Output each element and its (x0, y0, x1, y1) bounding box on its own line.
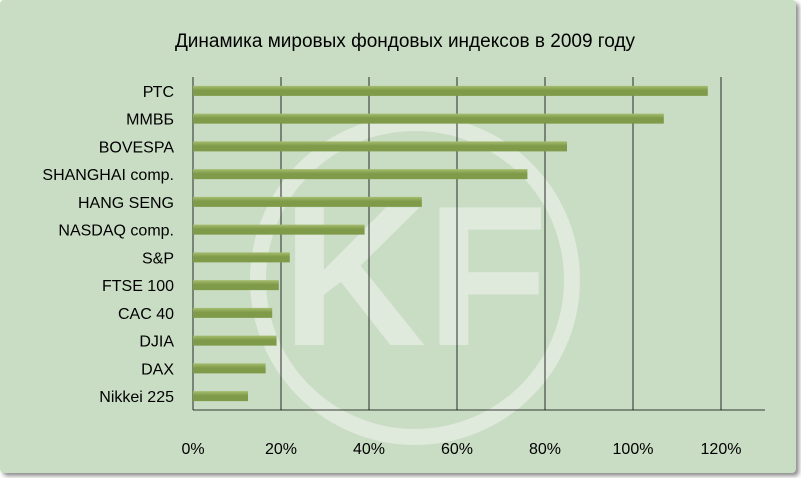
gridlines (192, 77, 765, 411)
bar (193, 252, 290, 263)
bar (193, 280, 279, 291)
bar (193, 335, 277, 346)
category-labels: РТС ММВБ BOVESPA SHANGHAI comp. HANG SENG NAS… (42, 84, 174, 406)
category-label: CAC 40 (118, 306, 174, 323)
category-label: РТС (143, 84, 174, 101)
category-label: BOVESPA (99, 139, 175, 156)
category-label: NASDAQ comp. (58, 223, 174, 240)
x-tick-label: 80% (529, 441, 561, 458)
bar (193, 196, 422, 207)
category-label: SHANGHAI comp. (42, 167, 174, 184)
chart-title: Динамика мировых фондовых индексов в 200… (175, 31, 636, 52)
category-label: Nikkei 225 (99, 389, 174, 406)
category-label: HANG SENG (78, 195, 174, 212)
category-label: DAX (141, 361, 174, 378)
bar (193, 169, 528, 180)
x-tick-label: 0% (181, 441, 204, 458)
bar (193, 363, 266, 374)
bar (193, 224, 365, 235)
category-label: S&P (142, 250, 174, 267)
category-label: FTSE 100 (102, 278, 174, 295)
bar (193, 113, 664, 124)
bar (193, 85, 708, 96)
x-tick-label: 60% (441, 441, 473, 458)
x-tick-label: 40% (353, 441, 385, 458)
category-label: DJIA (139, 334, 174, 351)
x-tick-label: 20% (265, 441, 297, 458)
bar (193, 391, 248, 402)
bars (193, 85, 708, 402)
x-tick-label: 100% (613, 441, 654, 458)
x-axis-ticks: 0% 20% 40% 60% 80% 100% 120% (181, 441, 741, 458)
bar (193, 141, 567, 152)
x-tick-label: 120% (701, 441, 742, 458)
bar (193, 307, 273, 318)
category-label: ММВБ (126, 112, 174, 129)
